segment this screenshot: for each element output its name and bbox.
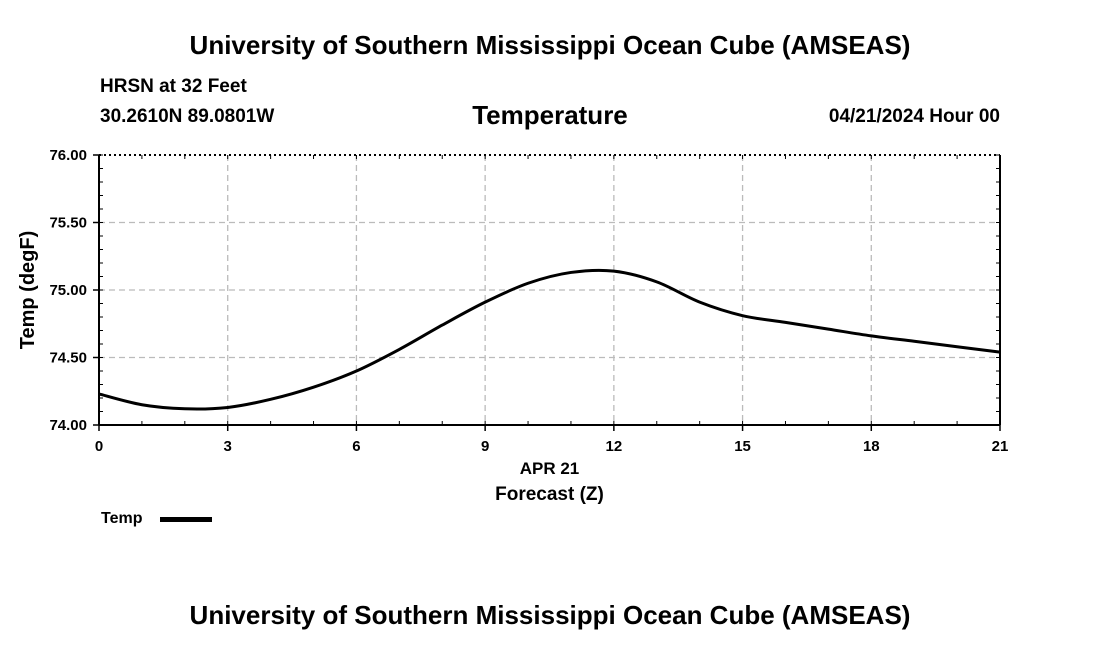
y-tick-label: 75.00	[49, 282, 87, 299]
y-axis-title: Temp (degF)	[17, 231, 39, 350]
x-axis-date-label: APR 21	[520, 459, 580, 478]
y-tick-label: 75.50	[49, 215, 87, 232]
station-label: HRSN at 32 Feet	[100, 76, 247, 97]
chart-title: Temperature	[472, 100, 628, 130]
legend-swatch	[160, 517, 212, 522]
page-title: University of Southern Mississippi Ocean…	[189, 30, 911, 60]
x-tick-label: 0	[95, 438, 103, 455]
y-tick-label: 76.00	[49, 147, 87, 164]
x-tick-label: 15	[734, 438, 751, 455]
legend-label: Temp	[101, 510, 143, 527]
x-tick-label: 9	[481, 438, 489, 455]
y-tick-label: 74.00	[49, 417, 87, 434]
x-tick-label: 3	[224, 438, 232, 455]
station-coordinates: 30.2610N 89.0801W	[100, 106, 275, 127]
x-tick-label: 18	[863, 438, 880, 455]
x-tick-label: 21	[992, 438, 1009, 455]
x-tick-label: 6	[352, 438, 360, 455]
footer-title: University of Southern Mississippi Ocean…	[189, 600, 911, 630]
forecast-datetime: 04/21/2024 Hour 00	[828, 106, 1000, 127]
temp-series-line	[98, 268, 1001, 411]
x-tick-label: 12	[606, 438, 623, 455]
x-axis-title: Forecast (Z)	[495, 484, 604, 505]
y-tick-label: 74.50	[49, 350, 87, 367]
